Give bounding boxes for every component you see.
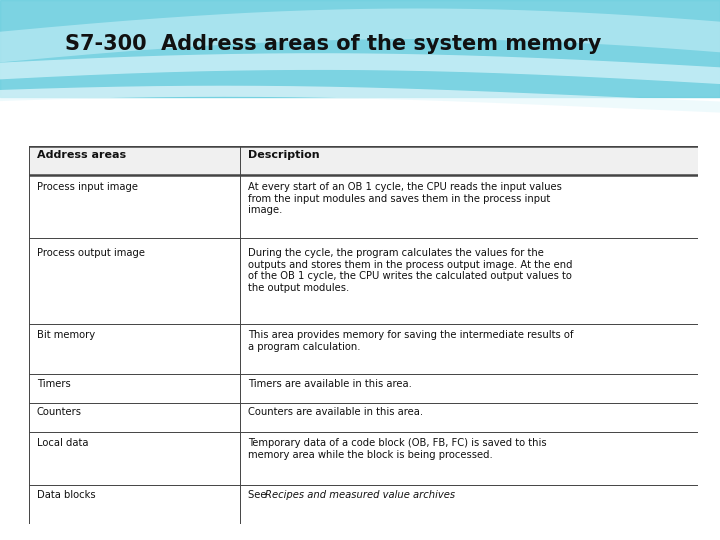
Bar: [240, 238, 698, 324]
Text: Data blocks: Data blocks: [37, 490, 96, 500]
Bar: [29, 403, 240, 432]
Bar: [29, 432, 240, 485]
Text: Bit memory: Bit memory: [37, 330, 95, 340]
Text: Process input image: Process input image: [37, 182, 138, 192]
Bar: [240, 174, 698, 238]
Text: Temporary data of a code block (OB, FB, FC) is saved to this
memory area while t: Temporary data of a code block (OB, FB, …: [248, 438, 546, 460]
Bar: [240, 374, 698, 403]
Bar: [29, 238, 240, 324]
Bar: [0, 0, 720, 97]
Bar: [240, 146, 698, 174]
Bar: [29, 174, 240, 238]
Text: See: See: [248, 490, 269, 500]
Text: Description: Description: [248, 150, 320, 160]
Text: Local data: Local data: [37, 438, 89, 448]
Bar: [29, 374, 240, 403]
Bar: [29, 485, 240, 524]
Text: Timers are available in this area.: Timers are available in this area.: [248, 379, 412, 389]
Text: At every start of an OB 1 cycle, the CPU reads the input values
from the input m: At every start of an OB 1 cycle, the CPU…: [248, 182, 562, 215]
Bar: [240, 432, 698, 485]
Bar: [29, 146, 240, 174]
Text: Recipes and measured value archives: Recipes and measured value archives: [265, 490, 455, 500]
Bar: [240, 485, 698, 524]
Text: During the cycle, the program calculates the values for the
outputs and stores t: During the cycle, the program calculates…: [248, 248, 572, 293]
Text: Process output image: Process output image: [37, 248, 145, 258]
Text: S7-300  Address areas of the system memory: S7-300 Address areas of the system memor…: [65, 33, 601, 54]
Bar: [29, 324, 240, 374]
Text: Address areas: Address areas: [37, 150, 126, 160]
Text: Counters are available in this area.: Counters are available in this area.: [248, 407, 423, 417]
Bar: [240, 403, 698, 432]
Text: This area provides memory for saving the intermediate results of
a program calcu: This area provides memory for saving the…: [248, 330, 573, 352]
Text: Counters: Counters: [37, 407, 82, 417]
Bar: [240, 324, 698, 374]
Text: Timers: Timers: [37, 379, 71, 389]
